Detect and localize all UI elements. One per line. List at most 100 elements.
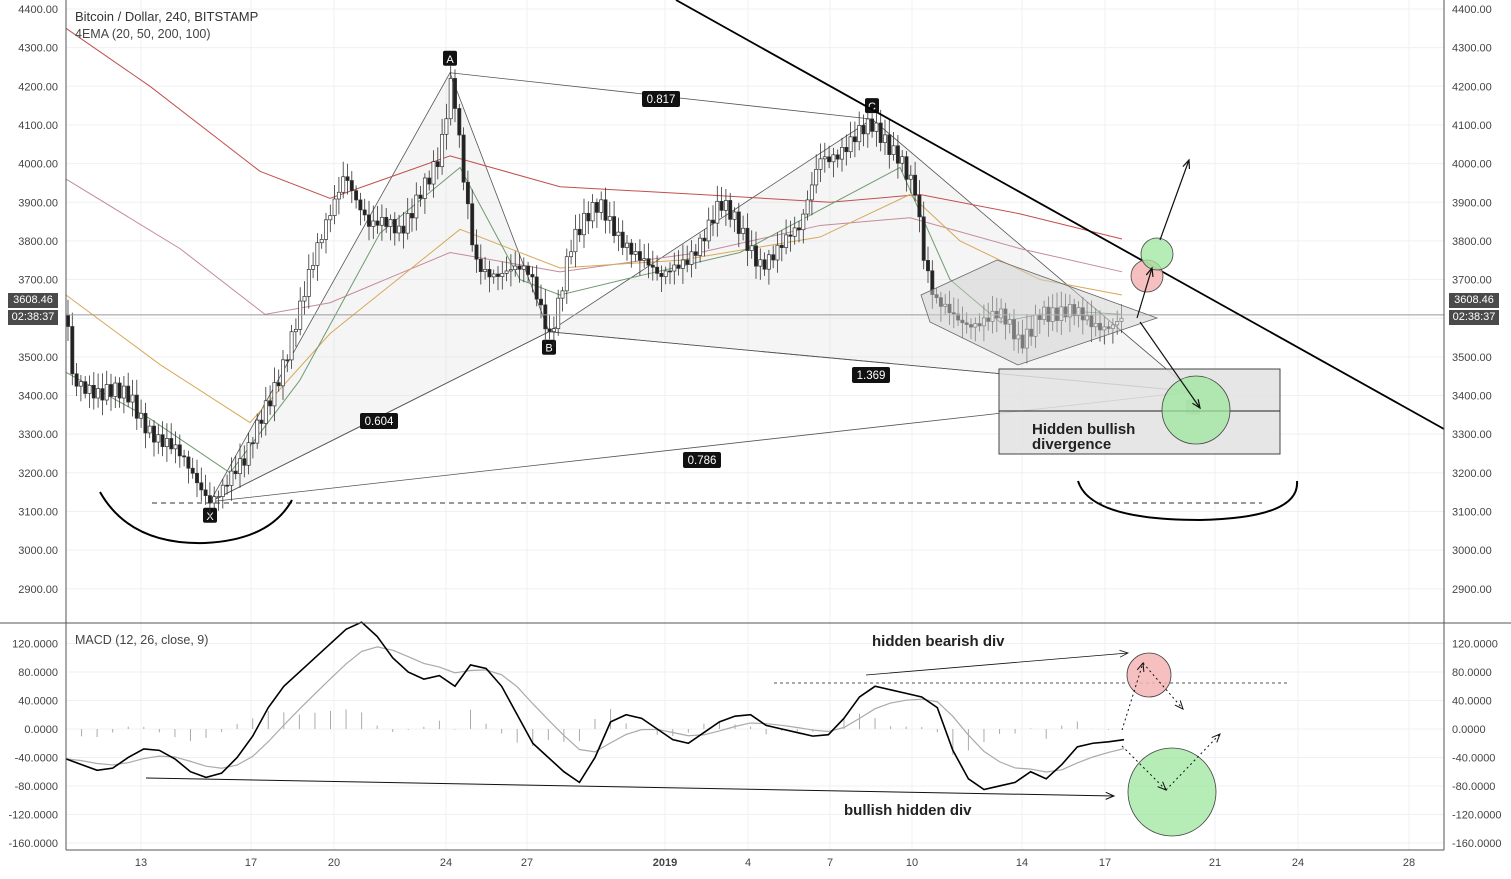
candle-body (319, 239, 324, 244)
descending-trendline (675, 0, 1445, 430)
candle-body (66, 314, 70, 327)
arrow-bullish-hidden-head (1105, 791, 1116, 800)
candle (229, 457, 234, 501)
candle (599, 191, 604, 220)
candle-body (534, 276, 539, 300)
candle-body (336, 191, 341, 200)
candle-body (130, 394, 135, 403)
candle (831, 147, 836, 178)
candle (427, 170, 432, 191)
candle-body (685, 259, 690, 265)
candle-body (392, 219, 397, 234)
candle-body (113, 382, 118, 397)
candle-body (349, 180, 354, 191)
macd-signal-line (65, 646, 1125, 773)
x-tick-label: 10 (906, 857, 918, 869)
ratio-box (642, 91, 680, 107)
candle-body (693, 251, 698, 256)
candle-body (293, 328, 298, 333)
candle-body (771, 254, 776, 261)
candle-body (478, 258, 483, 272)
arrow-dotted-up-right-head (1211, 733, 1221, 743)
candle (431, 150, 436, 198)
candle-body (539, 298, 543, 306)
candle-body (156, 434, 161, 443)
candle-body (354, 190, 359, 201)
candle (461, 127, 466, 191)
candle-body (762, 259, 767, 270)
candle (835, 149, 840, 168)
candle-body (822, 156, 827, 160)
candle-body (706, 219, 711, 242)
candle-body (487, 269, 492, 278)
candle (852, 121, 857, 158)
annotation-layer (66, 0, 1445, 837)
y-tick-label-right: 3900.00 (1452, 197, 1492, 209)
candle (590, 194, 595, 229)
candle-body (418, 194, 423, 199)
candle-body (508, 269, 513, 272)
x-tick-label: 14 (1016, 857, 1028, 869)
candle-body (238, 458, 242, 475)
candle (242, 445, 247, 478)
candle-body (461, 134, 466, 183)
candle-body (427, 177, 432, 185)
bcd-triangle (547, 118, 1195, 393)
candle (706, 207, 711, 249)
candle (87, 375, 92, 409)
candle (646, 243, 651, 279)
candle-body (702, 237, 707, 242)
candle (607, 201, 612, 234)
candle-body (564, 256, 569, 292)
candle (255, 413, 260, 449)
candle (104, 370, 109, 406)
candle (749, 230, 754, 259)
candle-body (410, 213, 414, 219)
y-tick-label-left: 3100.00 (18, 506, 58, 518)
candle (844, 134, 849, 166)
candle-body (259, 419, 264, 424)
candle-body (367, 214, 371, 227)
candle-body (818, 158, 823, 170)
candle (160, 421, 165, 457)
candle-body (83, 381, 88, 394)
candle (594, 198, 599, 228)
candle (659, 265, 664, 293)
candle (913, 161, 918, 202)
candle (379, 204, 384, 241)
y-tick-label-left: 3500.00 (18, 352, 58, 364)
candle (225, 474, 230, 495)
candle-body (612, 216, 617, 237)
candle (474, 229, 479, 273)
macd-tick-label-right: 80.0000 (1452, 667, 1492, 679)
candle-body (741, 227, 746, 234)
candle-body (384, 216, 389, 227)
candle (668, 262, 672, 285)
candle (371, 205, 376, 239)
candle-body (504, 270, 509, 274)
candle-body (775, 244, 780, 261)
candle-body (474, 244, 479, 260)
candle-body (465, 181, 470, 205)
candle (306, 254, 311, 309)
candle (771, 245, 776, 269)
candle-body (835, 154, 840, 160)
candle (822, 142, 827, 173)
candle-body (754, 245, 758, 267)
point-c-box (865, 98, 879, 114)
candle (728, 192, 733, 228)
candle-body (143, 412, 148, 434)
candle-body (749, 245, 754, 251)
candle-body (281, 359, 285, 387)
candle-body (857, 125, 862, 143)
candle-body (530, 274, 535, 278)
target-circle-green (1161, 375, 1231, 445)
candle (788, 220, 793, 252)
candle (139, 399, 144, 428)
candle (405, 197, 410, 240)
candle (921, 201, 926, 270)
candle (233, 455, 238, 480)
y-tick-label-left: 3000.00 (18, 545, 58, 557)
